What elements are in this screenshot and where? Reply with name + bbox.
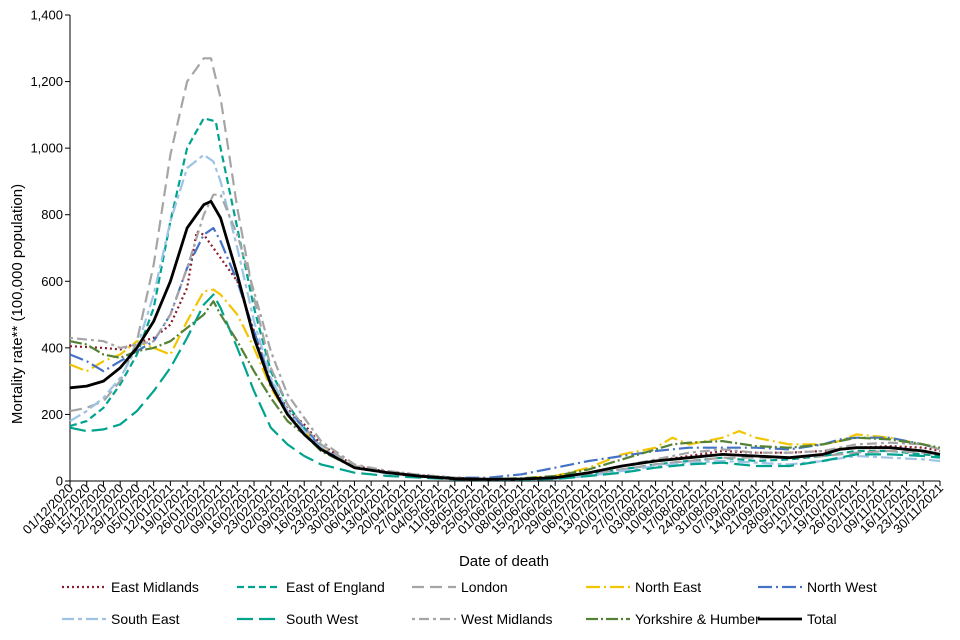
y-tick-label: 1,400 <box>30 8 63 23</box>
legend-label-total: Total <box>807 611 837 627</box>
legend-label-east-midlands: East Midlands <box>111 579 199 595</box>
y-tick-label: 1,200 <box>30 74 63 89</box>
legend-label-west-midlands: West Midlands <box>461 611 553 627</box>
y-tick-label: 1,000 <box>30 141 63 156</box>
legend-label-south-west: South West <box>286 611 358 627</box>
y-axis-ticks: 0 200 400 600 800 1,000 1,200 1,400 <box>30 8 70 489</box>
legend-label-north-east: North East <box>635 579 701 595</box>
series-line-total <box>69 199 941 481</box>
legend-label-north-west: North West <box>807 579 877 595</box>
x-axis-title: Date of death <box>459 553 549 570</box>
series-line-east-midlands <box>69 230 941 481</box>
series-line-south-west <box>69 293 941 481</box>
y-tick-label: 400 <box>41 340 63 355</box>
series-line-north-west <box>69 226 941 479</box>
x-axis-ticks: 01/12/202008/12/202015/12/202022/12/2020… <box>19 481 946 538</box>
chart-legend: East Midlands East of England London North … <box>62 579 877 627</box>
y-tick-label: 800 <box>41 207 63 222</box>
legend-label-east-of-england: East of England <box>286 579 385 595</box>
y-tick-label: 200 <box>41 407 63 422</box>
series-line-london <box>69 57 941 481</box>
chart-axes <box>69 15 940 482</box>
legend-label-south-east: South East <box>111 611 180 627</box>
y-axis-title: Mortality rate** (100,000 population) <box>9 184 26 424</box>
legend-label-yorkshire-humber: Yorkshire & Humber <box>635 611 760 627</box>
y-tick-label: 600 <box>41 274 63 289</box>
chart-series <box>69 57 941 481</box>
series-line-south-east <box>69 153 941 481</box>
series-line-west-midlands <box>69 193 941 481</box>
legend-label-london: London <box>461 579 508 595</box>
y-tick-label: 0 <box>56 474 63 489</box>
